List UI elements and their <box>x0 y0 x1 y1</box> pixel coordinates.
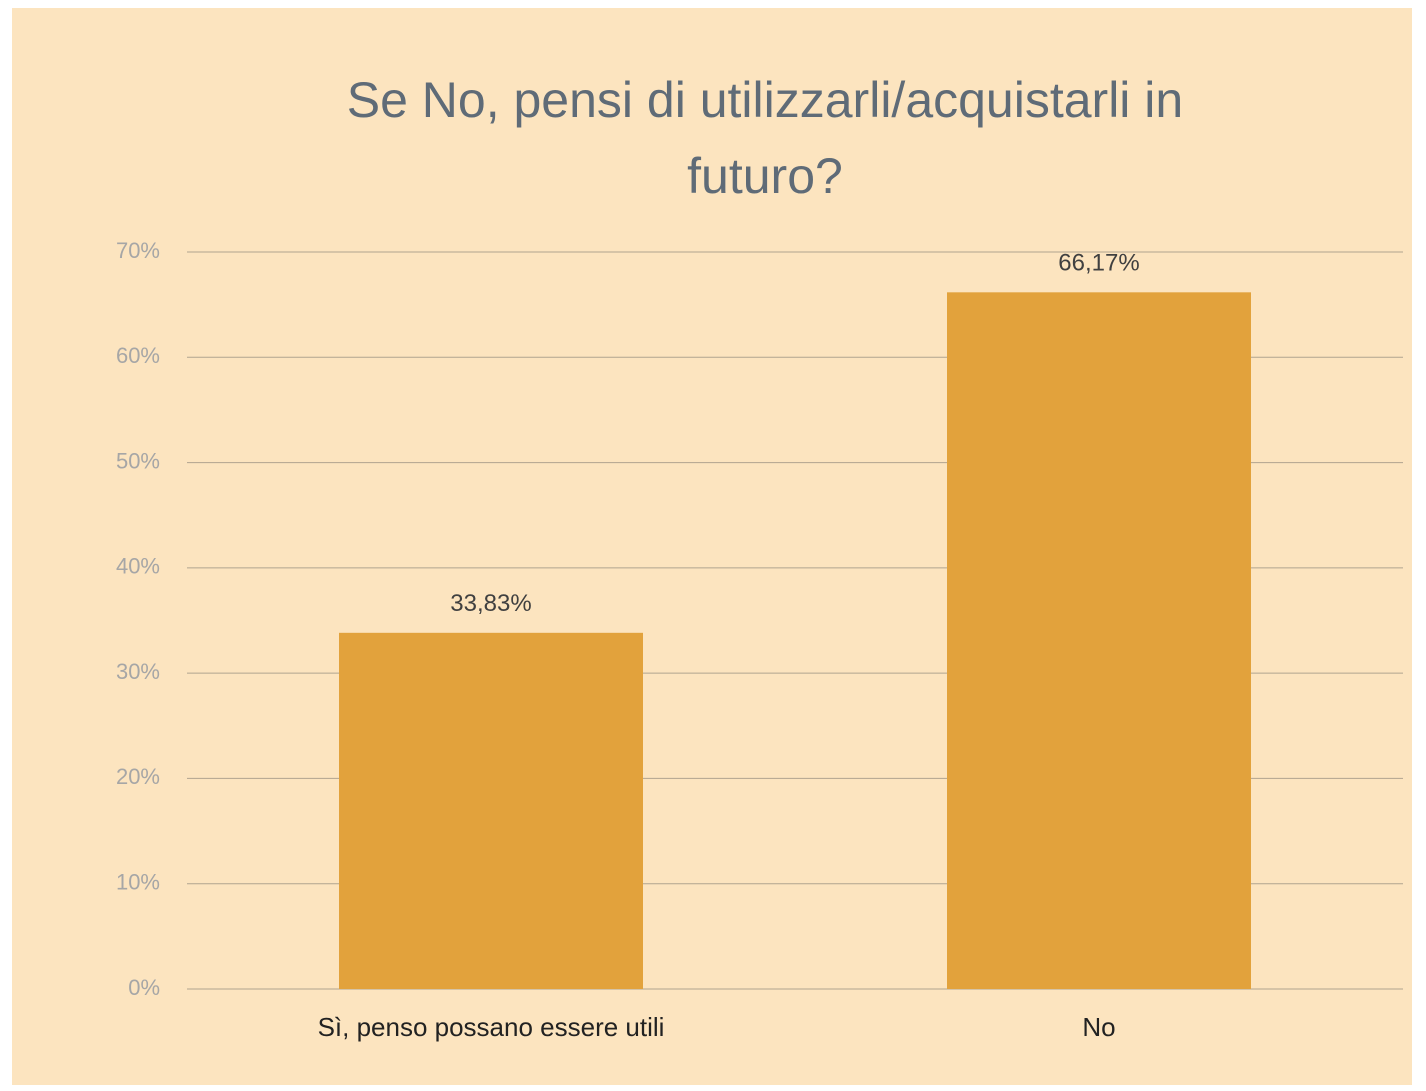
y-tick-label: 40% <box>116 554 160 579</box>
data-label: 66,17% <box>1058 250 1139 277</box>
y-tick-label: 30% <box>116 659 160 684</box>
bar <box>947 292 1251 989</box>
chart-title: Se No, pensi di utilizzarli/acquistarli … <box>346 72 1184 204</box>
data-label: 33,83% <box>450 590 531 617</box>
y-tick-label: 0% <box>128 975 160 1000</box>
bar <box>339 632 643 989</box>
y-tick-label: 20% <box>116 764 160 789</box>
y-tick-label: 50% <box>116 448 160 473</box>
y-tick-label: 60% <box>116 343 160 368</box>
x-tick-label: Sì, penso possano essere utili <box>318 1012 665 1042</box>
y-tick-label: 10% <box>116 870 160 895</box>
x-tick-label: No <box>1082 1012 1115 1042</box>
y-tick-label: 70% <box>116 238 160 263</box>
